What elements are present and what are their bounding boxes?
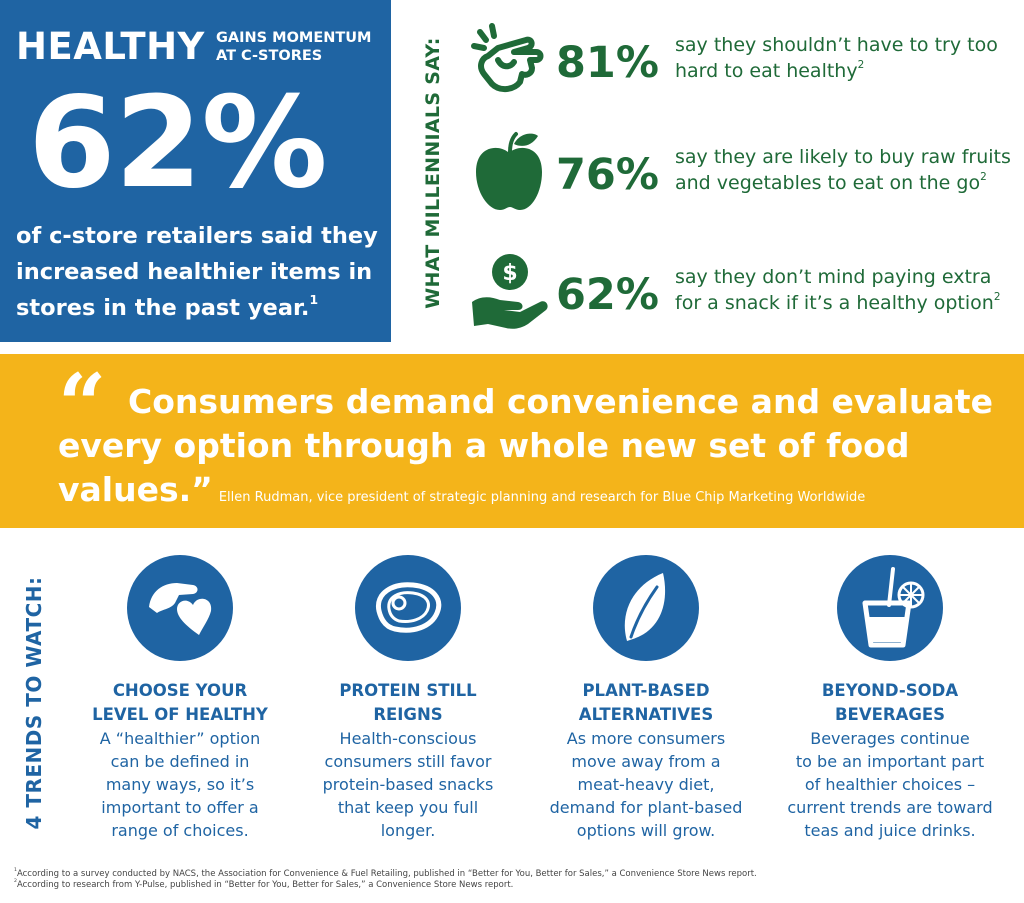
drink-cup-icon: [862, 567, 925, 648]
quote-line-2: every option through a whole new set of …: [58, 426, 910, 465]
trend-title-2: PROTEIN STILL REIGNS: [339, 681, 477, 724]
trend-circle-2: [355, 555, 461, 661]
apple-icon: [470, 130, 554, 220]
footnote-2: 2According to research from Y-Pulse, pub…: [14, 879, 1014, 891]
trend-card-1: CHOOSE YOUR LEVEL OF HEALTHY A “healthie…: [70, 555, 290, 842]
trend-body-1: A “healthier” option can be defined in m…: [99, 729, 261, 840]
trend-title-1: CHOOSE YOUR LEVEL OF HEALTHY: [92, 681, 268, 724]
stat-ref-1: 2: [857, 58, 865, 71]
hand-heart-icon: [149, 583, 212, 635]
stat-text-3: say they don’t mind paying extra for a s…: [675, 264, 1020, 316]
quote-line-3: values.” Ellen Rudman, vice president of …: [58, 470, 865, 509]
stat-text-2: say they are likely to buy raw fruits an…: [675, 144, 1020, 196]
stat-text-1: say they shouldn’t have to try too hard …: [675, 32, 1020, 84]
stat-row-3: $ 62% say they don’t mind paying extra f…: [470, 250, 1024, 340]
quote-line-1: Consumers demand convenience and evaluat…: [128, 382, 993, 421]
hero-panel: HEALTHY GAINS MOMENTUM AT C-STORES 62% o…: [0, 0, 391, 342]
stat-text-2-body: say they are likely to buy raw fruits an…: [675, 146, 1011, 194]
hero-description: of c-store retailers said they increased…: [16, 218, 388, 326]
hand-holding-dollar-icon: $: [470, 250, 554, 340]
stat-row-2: 76% say they are likely to buy raw fruit…: [470, 130, 1024, 220]
quote-mark: “: [58, 355, 107, 454]
trend-title-3: PLANT-BASED ALTERNATIVES: [578, 681, 714, 724]
hero-footnote-ref: 1: [309, 293, 319, 308]
trend-card-3: PLANT-BASED ALTERNATIVES As more consume…: [536, 555, 756, 842]
hero-description-text: of c-store retailers said they increased…: [16, 223, 378, 321]
stat-row-1: 81% say they shouldn’t have to try too h…: [470, 18, 1024, 108]
quote-banner: “ Consumers demand convenience and evalu…: [0, 354, 1024, 528]
pinch-hand-icon: [470, 18, 554, 108]
footnote-1-ref: 1: [14, 868, 17, 874]
hero-percent: 62%: [28, 69, 328, 216]
quote-line-3-text: values.”: [58, 470, 213, 509]
headline-big: HEALTHY: [16, 25, 205, 68]
stat-text-1-body: say they shouldn’t have to try too hard …: [675, 34, 998, 82]
stat-ref-2: 2: [980, 170, 987, 183]
stat-text-3-body: say they don’t mind paying extra for a s…: [675, 266, 994, 314]
trend-card-4: BEYOND-SODA BEVERAGES Beverages continue…: [780, 555, 1000, 842]
trend-circle-4: [837, 555, 943, 661]
stat-ref-3: 2: [993, 290, 1001, 303]
trend-title-4: BEYOND-SODA BEVERAGES: [821, 681, 959, 724]
headline-small: GAINS MOMENTUM AT C-STORES: [216, 30, 372, 64]
footnotes: 1According to a survey conducted by NACS…: [14, 868, 1014, 891]
quote-attribution: Ellen Rudman, vice president of strategi…: [218, 490, 866, 505]
footnote-2-text: According to research from Y-Pulse, publ…: [16, 880, 514, 890]
stat-percent-2: 76%: [556, 150, 659, 200]
trends-label-text: 4 TRENDS TO WATCH:: [22, 576, 46, 830]
trend-circle-1: [127, 555, 233, 661]
stat-percent-1: 81%: [556, 38, 659, 88]
footnote-1-text: According to a survey conducted by NACS,…: [16, 869, 757, 879]
trend-body-4: Beverages continue to be an important pa…: [787, 729, 993, 840]
trend-body-3: As more consumers move away from a meat-…: [549, 729, 743, 840]
trend-body-2: Health-conscious consumers still favor p…: [322, 729, 494, 840]
trend-circle-3: [593, 555, 699, 661]
steak-icon: [375, 582, 442, 633]
leaf-icon: [624, 573, 666, 641]
footnote-1: 1According to a survey conducted by NACS…: [14, 868, 1014, 880]
footnote-2-ref: 2: [14, 879, 17, 885]
millennials-label-text: WHAT MILLENNIALS SAY:: [422, 37, 444, 309]
trend-card-2: PROTEIN STILL REIGNS Health-conscious co…: [298, 555, 518, 842]
svg-text:$: $: [502, 261, 517, 286]
stat-percent-3: 62%: [556, 270, 659, 320]
